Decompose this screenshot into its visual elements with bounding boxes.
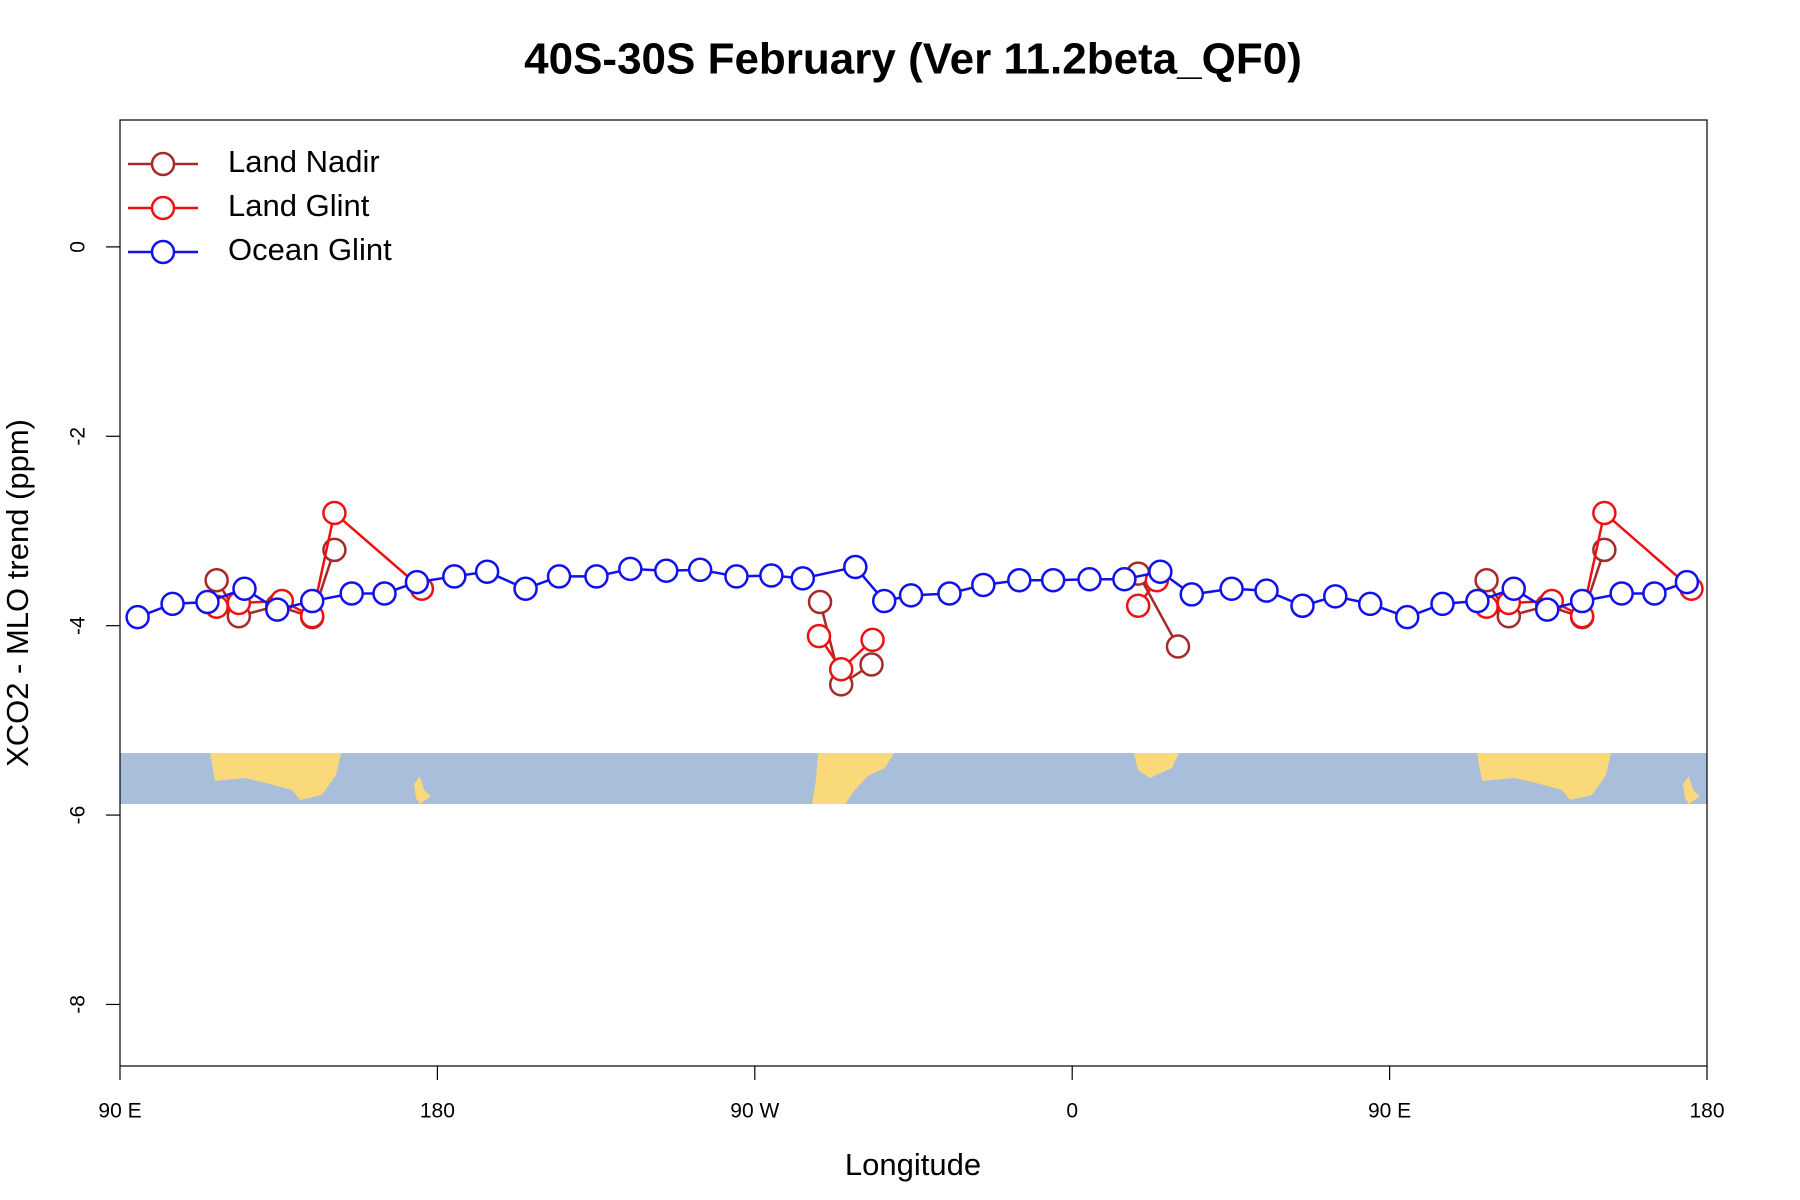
y-axis-title: XCO2 - MLO trend (ppm)	[0, 419, 35, 767]
series-point	[871, 588, 897, 614]
x-tick-label: 90 W	[730, 1100, 779, 1123]
series-point	[724, 564, 749, 589]
series-point	[937, 581, 962, 606]
map-land	[1683, 776, 1700, 804]
series-point	[299, 588, 325, 614]
x-tick-label: 0	[1066, 1100, 1078, 1123]
series-point	[1007, 567, 1032, 593]
series-point	[584, 564, 609, 589]
series-point	[843, 554, 868, 580]
series-point	[513, 576, 538, 601]
series-point	[1394, 604, 1420, 630]
series-point	[404, 569, 430, 595]
map-land	[1134, 753, 1179, 778]
series-point	[1040, 567, 1066, 593]
x-axis-title: Longitude	[845, 1147, 981, 1182]
series-point	[859, 652, 884, 677]
series-point	[160, 591, 185, 617]
x-tick-label: 180	[420, 1100, 455, 1123]
series-point	[1179, 582, 1205, 607]
y-tick-label: 0	[67, 241, 90, 253]
y-tick-label: -8	[67, 995, 90, 1014]
series-point	[125, 604, 150, 630]
map-land	[1477, 753, 1611, 800]
series-point	[1357, 591, 1383, 617]
y-tick-label: -6	[67, 806, 90, 825]
series-point	[1474, 567, 1499, 593]
series-point	[971, 572, 996, 598]
series-point	[1125, 593, 1151, 619]
series-point	[654, 558, 679, 583]
legend-marker	[150, 151, 176, 177]
series-point	[442, 564, 467, 589]
map-land	[210, 753, 341, 800]
series-point	[1165, 634, 1191, 659]
series-point	[1077, 567, 1102, 592]
legend-marker	[150, 239, 176, 265]
series-point	[1674, 569, 1700, 595]
series-point	[860, 627, 885, 653]
series-point	[1323, 584, 1348, 609]
series-point	[898, 583, 924, 608]
series-point	[322, 500, 347, 526]
series-point	[372, 581, 397, 606]
legend-label: Ocean Glint	[228, 232, 392, 267]
series-point	[232, 576, 257, 601]
series-point	[1534, 597, 1560, 622]
legend: Land Nadir Land Glint Ocean Glint	[128, 144, 392, 267]
series-point	[546, 564, 572, 589]
x-tick-label: 90 E	[1368, 1100, 1411, 1123]
legend-label: Land Nadir	[228, 144, 380, 179]
series-point	[807, 589, 833, 615]
map-strip	[120, 753, 1707, 804]
y-tick-label: -4	[67, 616, 90, 635]
series-point	[1219, 576, 1244, 601]
series-point	[1112, 567, 1137, 592]
chart-title: 40S-30S February (Ver 11.2beta_QF0)	[524, 35, 1302, 84]
x-tick-label: 90 E	[98, 1100, 141, 1123]
series-point	[1609, 581, 1634, 606]
map-land	[812, 753, 894, 804]
series-point	[265, 597, 290, 622]
series-point	[790, 566, 816, 591]
series-point	[1569, 588, 1595, 614]
series-point	[687, 557, 713, 583]
series-point	[339, 581, 364, 606]
legend-marker	[150, 195, 176, 221]
series-point	[1290, 593, 1315, 619]
series-point	[204, 567, 229, 593]
plot-frame	[119, 119, 1708, 1067]
series-point	[1501, 576, 1526, 601]
series-point	[1430, 591, 1455, 617]
series-point	[828, 656, 854, 682]
series-point	[1254, 578, 1279, 603]
series-point	[474, 559, 500, 584]
series-point	[1148, 559, 1173, 584]
series-point	[195, 589, 220, 615]
legend-label: Land Glint	[228, 188, 370, 223]
series-point	[1592, 500, 1617, 526]
series-point	[759, 563, 784, 588]
map-land	[414, 776, 431, 804]
series-point	[1465, 588, 1490, 614]
series-point	[618, 556, 643, 582]
map-ocean	[120, 753, 1707, 804]
x-tick-label: 180	[1689, 1100, 1724, 1123]
y-tick-label: -2	[67, 427, 90, 446]
series-point	[1642, 581, 1667, 606]
series-point	[806, 623, 832, 649]
